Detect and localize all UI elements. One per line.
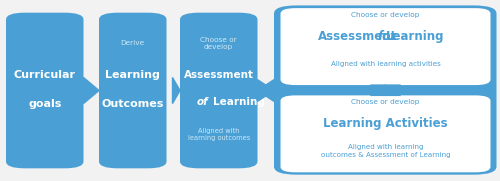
- Text: Assessment: Assessment: [318, 30, 398, 43]
- FancyBboxPatch shape: [99, 13, 166, 168]
- Polygon shape: [172, 77, 180, 104]
- Text: for: for: [378, 30, 397, 43]
- FancyBboxPatch shape: [274, 5, 496, 175]
- Polygon shape: [370, 85, 400, 95]
- Text: goals: goals: [28, 99, 62, 109]
- FancyBboxPatch shape: [280, 95, 490, 172]
- Polygon shape: [370, 85, 400, 95]
- Polygon shape: [258, 80, 274, 101]
- Text: Choose or develop: Choose or develop: [352, 12, 420, 18]
- Text: Learning: Learning: [213, 97, 264, 107]
- Text: Curricular: Curricular: [14, 70, 76, 80]
- Polygon shape: [84, 77, 99, 104]
- Text: Learning Activities: Learning Activities: [323, 117, 448, 130]
- Text: of: of: [196, 97, 208, 107]
- Text: Derive: Derive: [120, 40, 145, 47]
- Text: Learning: Learning: [386, 30, 444, 43]
- FancyBboxPatch shape: [180, 13, 258, 168]
- Text: Aligned with
learning outcomes: Aligned with learning outcomes: [188, 128, 250, 142]
- Text: Choose or develop: Choose or develop: [352, 99, 420, 105]
- Text: Outcomes: Outcomes: [102, 99, 164, 109]
- Text: Learning: Learning: [106, 70, 160, 80]
- Polygon shape: [258, 80, 274, 101]
- Text: Aligned with learning
outcomes & Assessment of Learning: Aligned with learning outcomes & Assessm…: [320, 144, 450, 158]
- Text: Choose or
develop: Choose or develop: [200, 37, 237, 50]
- FancyBboxPatch shape: [6, 13, 84, 168]
- Text: Aligned with learning activities: Aligned with learning activities: [330, 61, 440, 67]
- FancyBboxPatch shape: [280, 8, 490, 85]
- Text: Assessment: Assessment: [184, 70, 254, 80]
